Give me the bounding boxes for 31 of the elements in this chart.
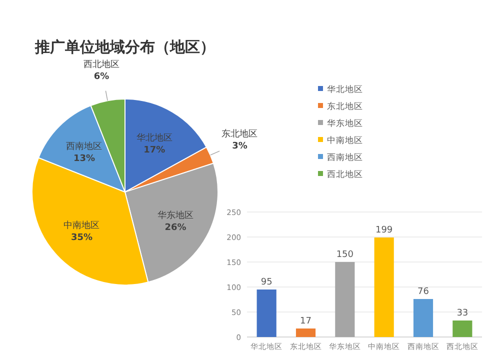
data-label: 6%: [94, 72, 110, 82]
data-label: 13%: [73, 154, 95, 164]
data-label: 17%: [144, 145, 166, 156]
bar: [413, 299, 434, 337]
legend-label: 西南地区: [327, 152, 363, 163]
bar: [335, 262, 355, 337]
bar: [296, 328, 316, 337]
legend-label: 西北地区: [327, 169, 363, 180]
bar: [256, 290, 276, 337]
slice-label: 华北地区: [136, 132, 172, 144]
data-label: 76: [418, 287, 430, 297]
bar: [452, 320, 472, 337]
slice-label: 东北地区: [222, 128, 258, 140]
legend-label: 华东地区: [327, 118, 363, 129]
data-label: 17: [300, 316, 312, 326]
data-label: 199: [375, 226, 393, 236]
slice-label: 华东地区: [158, 210, 194, 221]
bar: [374, 238, 394, 337]
data-label: 26%: [164, 222, 186, 233]
chart-title: 推广单位地域分布（地区）: [34, 38, 215, 56]
legend-label: 华北地区: [327, 84, 363, 95]
slice-label: 西北地区: [84, 59, 120, 70]
data-label: 35%: [70, 233, 93, 244]
slice-label: 西南地区: [66, 141, 102, 152]
data-label: 33: [456, 308, 468, 318]
data-label: 3%: [232, 142, 248, 152]
legend-label: 东北地区: [327, 101, 363, 112]
data-label: 95: [260, 278, 272, 288]
data-label: 150: [336, 250, 354, 260]
slice-label: 中南地区: [64, 220, 100, 232]
legend-label: 中南地区: [327, 135, 363, 146]
